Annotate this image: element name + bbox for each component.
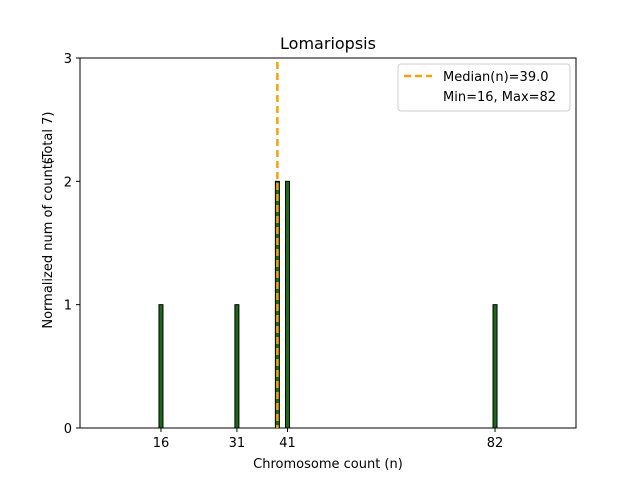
legend-median-label: Median(n)=39.0 bbox=[443, 70, 549, 85]
y-tick-label-3: 3 bbox=[64, 52, 72, 67]
legend-box bbox=[397, 63, 571, 112]
y-axis-total-label: (Total 7) bbox=[41, 112, 56, 165]
plot-frame bbox=[79, 57, 577, 429]
x-tick-label-41: 41 bbox=[279, 436, 296, 451]
bar-82 bbox=[492, 304, 498, 429]
bar-41 bbox=[285, 180, 291, 429]
y-axis-label: Normalized num of counts bbox=[41, 157, 56, 328]
y-tick-label-2: 2 bbox=[64, 175, 72, 190]
bar-16 bbox=[158, 304, 164, 429]
x-axis-ticks: 16 31 41 82 bbox=[153, 428, 504, 451]
x-tick-label-82: 82 bbox=[487, 436, 504, 451]
legend-range-label: Min=16, Max=82 bbox=[443, 90, 556, 105]
plot-area bbox=[79, 57, 577, 429]
bar-31 bbox=[234, 304, 240, 429]
legend: Median(n)=39.0 Min=16, Max=82 bbox=[397, 63, 571, 112]
y-axis-ticks: 0 1 2 3 bbox=[64, 52, 80, 437]
x-tick-label-16: 16 bbox=[153, 436, 170, 451]
chart-title: Lomariopsis bbox=[280, 34, 376, 53]
y-tick-label-1: 1 bbox=[64, 299, 72, 314]
x-axis-label: Chromosome count (n) bbox=[253, 457, 403, 472]
x-tick-label-31: 31 bbox=[229, 436, 246, 451]
y-tick-label-0: 0 bbox=[64, 422, 72, 437]
